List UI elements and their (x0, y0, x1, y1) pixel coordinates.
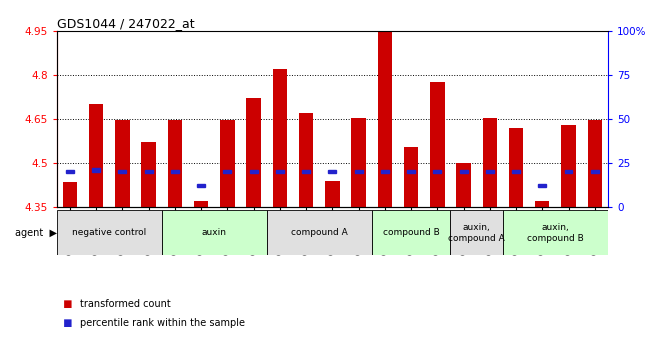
Bar (118, 170, 126, 174)
Bar (302, 170, 310, 174)
Bar (512, 170, 520, 174)
Bar (381, 170, 389, 174)
Bar (246, 99, 261, 207)
Bar (168, 120, 182, 207)
Bar (509, 128, 523, 207)
Text: auxin: auxin (202, 228, 226, 237)
Text: percentile rank within the sample: percentile rank within the sample (80, 318, 245, 327)
Bar (404, 147, 418, 207)
Bar (171, 170, 179, 174)
Bar (325, 180, 339, 207)
Text: ■: ■ (57, 318, 72, 327)
Bar (223, 170, 231, 174)
Bar (377, 31, 392, 207)
Bar (351, 118, 366, 207)
Bar (434, 170, 442, 174)
Bar (63, 182, 77, 207)
Bar (57, 210, 162, 255)
Text: compound B: compound B (383, 228, 440, 237)
Bar (162, 210, 267, 255)
Bar (407, 170, 415, 174)
Bar (220, 120, 234, 207)
Bar (273, 69, 287, 207)
Bar (142, 142, 156, 207)
Bar (115, 120, 130, 207)
Bar (591, 170, 599, 174)
Bar (66, 170, 74, 174)
Bar (538, 184, 546, 187)
Bar (450, 210, 503, 255)
Bar (486, 170, 494, 174)
Text: transformed count: transformed count (80, 299, 171, 308)
Bar (194, 201, 208, 207)
Bar (92, 168, 100, 171)
Bar (564, 170, 572, 174)
Text: auxin,
compound A: auxin, compound A (448, 223, 505, 243)
Bar (371, 210, 450, 255)
Bar (460, 170, 468, 174)
Text: ■: ■ (57, 299, 72, 308)
Bar (503, 210, 608, 255)
Bar (250, 170, 258, 174)
Bar (456, 163, 471, 207)
Bar (89, 104, 104, 207)
Text: GDS1044 / 247022_at: GDS1044 / 247022_at (57, 17, 194, 30)
Bar (299, 113, 313, 207)
Bar (588, 120, 602, 207)
Text: agent  ▶: agent ▶ (15, 228, 57, 238)
Bar (355, 170, 363, 174)
Bar (197, 184, 205, 187)
Text: compound A: compound A (291, 228, 347, 237)
Bar (535, 201, 550, 207)
Bar (482, 118, 497, 207)
Text: auxin,
compound B: auxin, compound B (527, 223, 584, 243)
Text: negative control: negative control (72, 228, 146, 237)
Bar (430, 82, 444, 207)
Bar (276, 170, 284, 174)
Bar (329, 170, 336, 174)
Bar (561, 125, 576, 207)
Bar (145, 170, 152, 174)
Bar (267, 210, 371, 255)
